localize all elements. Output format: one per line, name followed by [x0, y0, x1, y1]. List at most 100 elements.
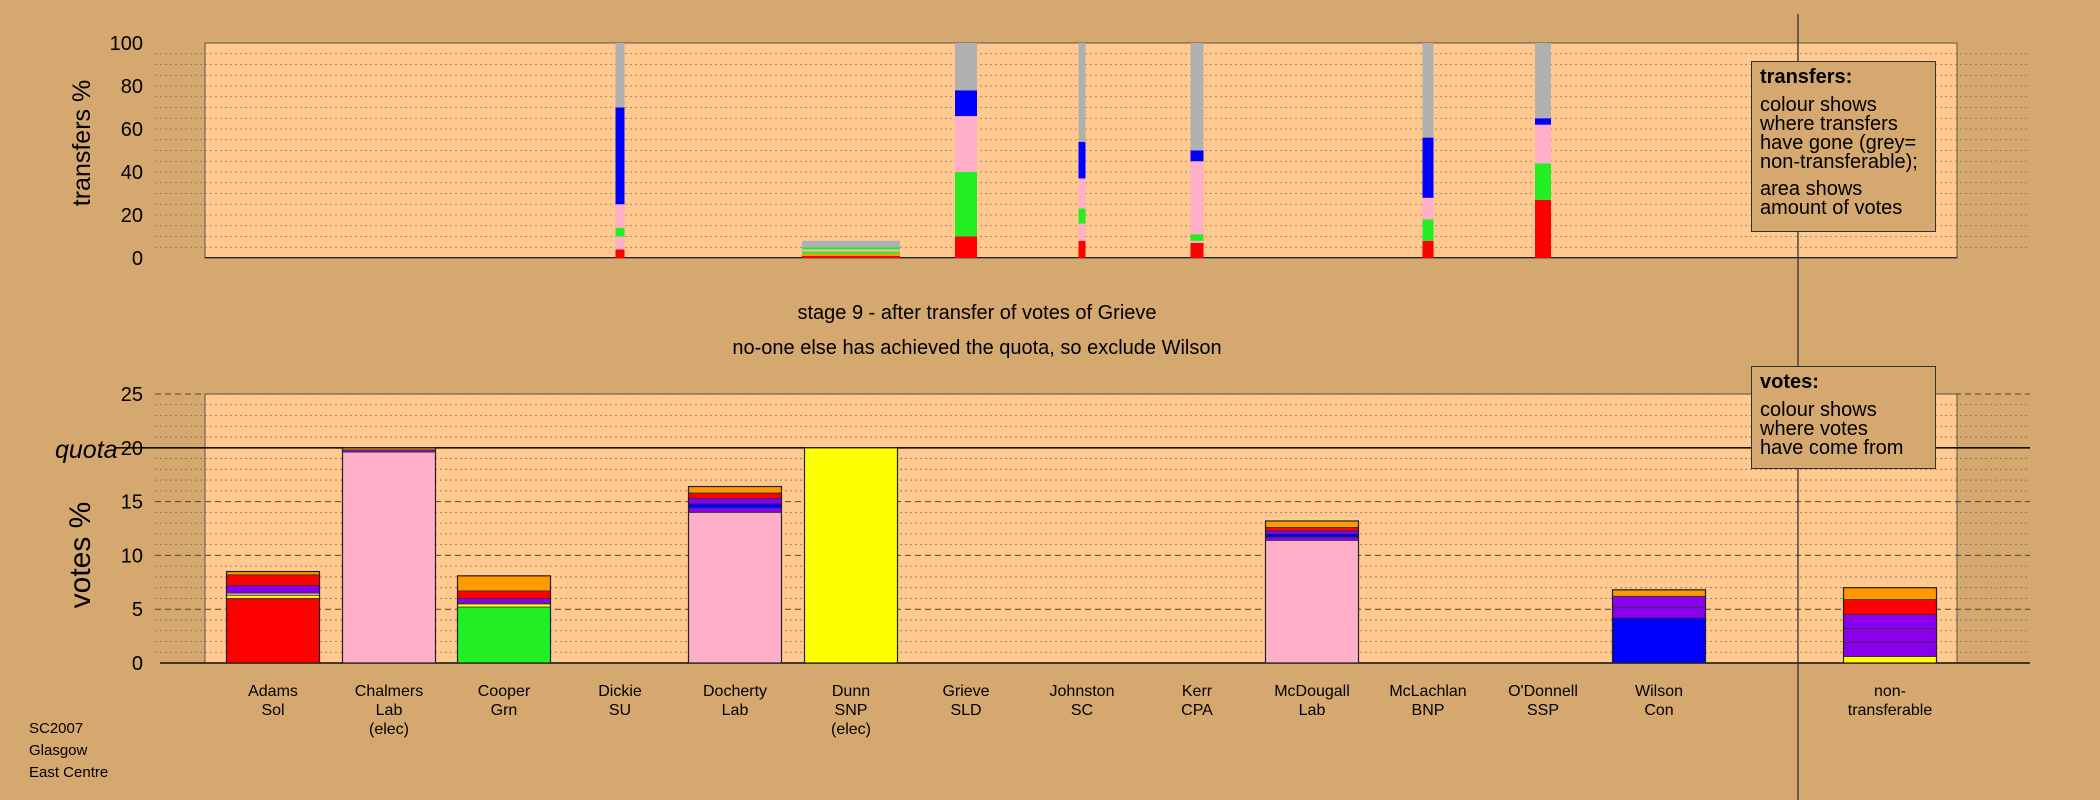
vote-segment-blue [688, 503, 782, 509]
transfer-segment-pink [1190, 161, 1204, 235]
vote-segment-orange [1612, 589, 1706, 597]
transfers-legend-line: have gone (grey= [1760, 132, 1917, 154]
transfer-segment-green [802, 251, 900, 254]
vote-segment-red [226, 598, 320, 664]
candidate-labels: Adams Sol Chalmers Lab (elec) Cooper Grn Dickie… [248, 683, 1932, 738]
votes-y-tick: 25 [121, 384, 143, 406]
candidate-party: SNP [835, 702, 868, 719]
vote-bar-outline [225, 570, 321, 664]
vote-bar-outline [341, 447, 437, 664]
candidate-name: non- [1874, 683, 1906, 700]
transfers-y-axis-label: transfers % [68, 80, 96, 206]
candidate-name: Dunn [832, 683, 870, 700]
vote-segment-pink [342, 451, 436, 664]
transfers-legend-line: where transfers [1760, 113, 1898, 135]
vote-segment-pink [1265, 539, 1359, 664]
vote-segment-red [688, 492, 782, 499]
candidate-party: Lab [376, 702, 403, 719]
candidate-party: SSP [1527, 702, 1559, 719]
vote-segment-yellow [804, 447, 898, 664]
transfer-segment-grey [1422, 43, 1434, 138]
vote-segment-pink [688, 511, 782, 664]
votes-y-tick: 20 [121, 438, 143, 460]
transfer-segment-pink [1535, 124, 1551, 164]
vote-segment-purple [1612, 606, 1706, 619]
transfer-segment-green [802, 247, 900, 250]
transfers-legend-line: colour shows [1760, 94, 1877, 116]
vote-segment-orange [1843, 587, 1937, 600]
transfers-legend-line: area shows [1760, 178, 1863, 200]
votes-legend-line: have come from [1760, 437, 1904, 459]
vote-segment-orange [1265, 520, 1359, 528]
footer-location: SC2007 Glasgow East Centre [29, 718, 108, 784]
vote-segment-red [1265, 527, 1359, 532]
votes-y-tick: 10 [121, 545, 143, 567]
transfer-segment-grey [1190, 43, 1204, 151]
transfers-legend-line: non-transferable); [1760, 151, 1918, 173]
candidate-name: Dickie [598, 683, 642, 700]
footer-election: SC2007 [29, 720, 84, 737]
vote-bar-outline [1611, 589, 1707, 664]
transfer-segment-grey [802, 240, 900, 248]
candidate-status: (elec) [369, 721, 409, 738]
votes-y-tick: 5 [132, 599, 143, 621]
transfers-y-tick: 0 [132, 248, 143, 270]
transfer-segment-red [1190, 242, 1204, 258]
vote-segment-purple [1265, 536, 1359, 541]
candidate-party: Lab [1299, 702, 1326, 719]
vote-segment-purple [457, 598, 551, 605]
candidate-status: (elec) [831, 721, 871, 738]
transfer-segment-blue [1078, 141, 1086, 179]
transfer-segment-grey [1078, 43, 1086, 142]
stage-subtitle: no-one else has achieved the quota, so e… [732, 337, 1221, 359]
candidate-party: Lab [722, 702, 749, 719]
vote-bar-outline [456, 575, 552, 664]
vote-segment-yellow [226, 594, 320, 599]
vote-bar-outline [1264, 520, 1360, 664]
vote-segment-green [457, 606, 551, 664]
transfer-segment-blue [1190, 150, 1204, 162]
transfer-segment-pink [1078, 178, 1086, 209]
transfer-segment-blue [955, 90, 977, 117]
transfer-segment-pink [802, 249, 900, 252]
stage-title: stage 9 - after transfer of votes of Gri… [797, 302, 1156, 324]
transfers-y-tick: 80 [121, 76, 143, 98]
transfer-segment-blue [1535, 118, 1551, 125]
transfer-segment-blue [615, 107, 625, 205]
vote-segment-yellow [457, 603, 551, 608]
candidate-name: Docherty [703, 683, 767, 700]
transfer-segment-green [1422, 219, 1434, 241]
transfers-legend-line: amount of votes [1760, 197, 1903, 219]
vote-segment-purple [1843, 642, 1937, 657]
transfer-segment-red [1422, 240, 1434, 258]
transfer-segment-pink [615, 204, 625, 228]
footer-city: Glasgow [29, 742, 88, 759]
candidate-party: SLD [950, 702, 981, 719]
votes-y-tick: 15 [121, 492, 143, 514]
votes-bars [160, 447, 2030, 664]
transfer-segment-red [1535, 199, 1551, 258]
transfers-bars [205, 43, 1957, 258]
transfer-segment-green [1078, 208, 1086, 224]
votes-legend-line: where votes [1760, 418, 1868, 440]
candidate-name: McLachlan [1389, 683, 1466, 700]
candidate-name: Grieve [942, 683, 989, 700]
vote-segment-purple [688, 507, 782, 513]
transfers-y-tick: 100 [110, 33, 143, 55]
vote-segment-purple [1612, 595, 1706, 608]
transfer-segment-green [1535, 163, 1551, 200]
candidate-name: Johnston [1050, 683, 1115, 700]
vote-segment-blue [1265, 533, 1359, 538]
transfer-segment-pink [615, 236, 625, 250]
candidate-party: transferable [1848, 702, 1933, 719]
votes-y-tick: 0 [132, 653, 143, 675]
candidate-party: Sol [261, 702, 284, 719]
transfer-segment-pink [1078, 223, 1086, 241]
vote-segment-purple [688, 497, 782, 505]
candidate-name: Cooper [478, 683, 531, 700]
vote-segment-orange [688, 486, 782, 494]
transfer-segment-green [615, 227, 625, 237]
vote-segment-purple [226, 585, 320, 594]
vote-segment-red [1843, 599, 1937, 615]
